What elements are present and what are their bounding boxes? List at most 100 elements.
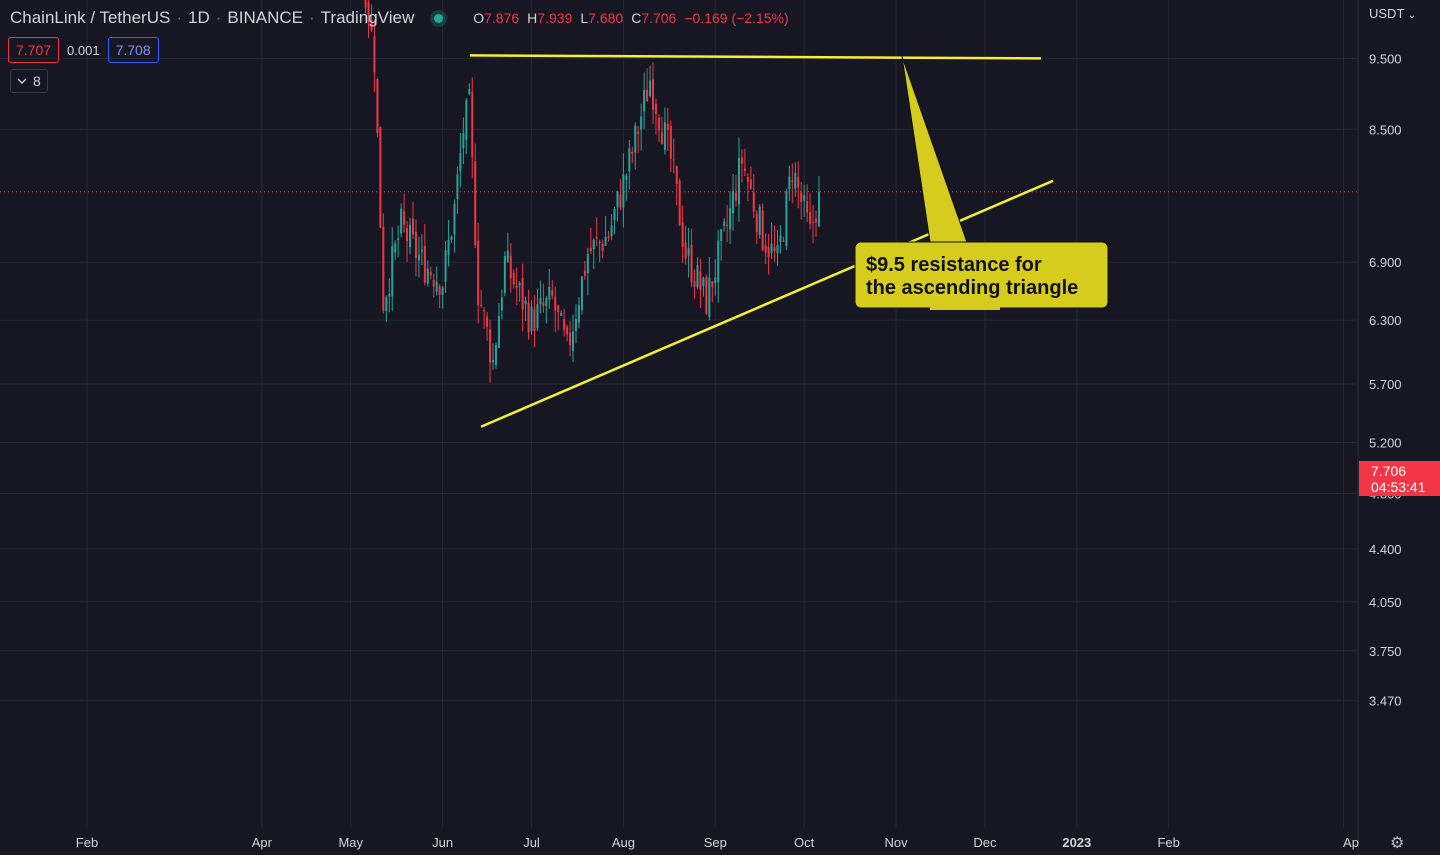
candle [729, 191, 732, 245]
candle [791, 163, 794, 204]
y-tick-label: 4.050 [1369, 595, 1402, 610]
candle [385, 295, 388, 323]
candle [560, 310, 563, 317]
candle [640, 103, 643, 151]
x-tick-label: Dec [973, 835, 997, 850]
candle [542, 283, 545, 313]
candle [379, 126, 382, 229]
x-tick-label: Jun [432, 835, 453, 850]
y-tick-label: 9.500 [1369, 51, 1402, 66]
candle [660, 116, 663, 145]
candle [672, 138, 675, 174]
candle [696, 257, 699, 290]
candle [486, 312, 489, 341]
x-tick-label: Nov [884, 835, 908, 850]
y-tick-label: 6.300 [1369, 313, 1402, 328]
candle [690, 228, 693, 288]
candle [702, 276, 705, 297]
candle [376, 78, 379, 138]
candle [604, 215, 607, 246]
candle [420, 234, 423, 265]
indicators-toggle-button[interactable]: 8 [10, 69, 48, 93]
price-axis-labels: 20.00018.00016.00014.00012.50011.50010.5… [1369, 0, 1409, 708]
candle [500, 289, 503, 320]
candle [388, 278, 391, 313]
candle [471, 77, 474, 179]
candle [746, 173, 749, 201]
symbol-name[interactable]: ChainLink / TetherUS [10, 8, 171, 27]
candle [693, 269, 696, 300]
candle [735, 175, 738, 207]
candle [483, 307, 486, 329]
candle [423, 224, 426, 286]
candle [767, 234, 770, 275]
candle [566, 324, 569, 342]
candle [773, 225, 776, 262]
candle [717, 229, 720, 303]
candle [622, 153, 625, 228]
candle [737, 137, 740, 222]
candle [589, 227, 592, 254]
candle [494, 342, 497, 369]
candle [477, 222, 480, 324]
candle [539, 280, 542, 314]
time-axis-labels: Feb Apr May Jun Jul Aug Sep Oct Nov Dec 2023 Feb Ap [76, 835, 1359, 850]
candle [530, 299, 533, 335]
candle [625, 173, 628, 201]
candle [634, 122, 637, 170]
y-tick-label: 5.200 [1369, 435, 1402, 450]
interval-label[interactable]: 1D [188, 8, 210, 27]
candle [548, 268, 551, 309]
buy-button[interactable]: 7.708 [107, 37, 159, 63]
candle [726, 205, 729, 242]
chevron-down-icon [17, 78, 27, 84]
candle [373, 19, 376, 93]
candle [574, 304, 577, 344]
y-tick-label: 6.900 [1369, 255, 1402, 270]
candle [595, 216, 598, 247]
candle [610, 214, 613, 241]
candle [518, 280, 521, 302]
candle [684, 225, 687, 265]
candle [583, 260, 586, 280]
candle [569, 320, 572, 357]
candle [403, 193, 406, 233]
candle [367, 0, 370, 38]
gear-icon[interactable]: ⚙ [1390, 835, 1405, 852]
candle [557, 304, 560, 331]
low-label: L [580, 10, 589, 26]
bid-ask-panel: 7.707 0.001 7.708 [8, 37, 159, 63]
candle [429, 266, 432, 280]
candle [515, 267, 518, 305]
spread-value: 0.001 [67, 42, 100, 58]
sell-button[interactable]: 7.707 [8, 37, 60, 63]
candle [720, 228, 723, 261]
candle [512, 269, 515, 289]
candle [391, 226, 394, 312]
currency-label: USDT [1369, 6, 1405, 21]
x-tick-label: Oct [794, 835, 815, 850]
candle [480, 289, 483, 309]
candlestick-series [364, 0, 820, 383]
candle [554, 286, 557, 333]
candle [619, 179, 622, 211]
candle [592, 238, 595, 270]
close-value: 7.706 [641, 10, 677, 26]
open-value: 7.876 [484, 10, 520, 26]
candle [743, 148, 746, 177]
x-tick-label: Feb [1157, 835, 1179, 850]
candle [601, 239, 604, 259]
exchange-label: BINANCE [227, 8, 303, 27]
candle [714, 259, 717, 296]
x-tick-label: Sep [704, 835, 727, 850]
candle [497, 302, 500, 348]
currency-selector[interactable]: USDT ⌄ [1369, 6, 1416, 21]
candle [699, 258, 702, 309]
candle [770, 222, 773, 259]
x-tick-label: Jul [523, 835, 540, 850]
candle [456, 166, 459, 214]
candle [782, 236, 785, 243]
market-status-icon[interactable] [434, 13, 444, 23]
candle [806, 184, 809, 222]
